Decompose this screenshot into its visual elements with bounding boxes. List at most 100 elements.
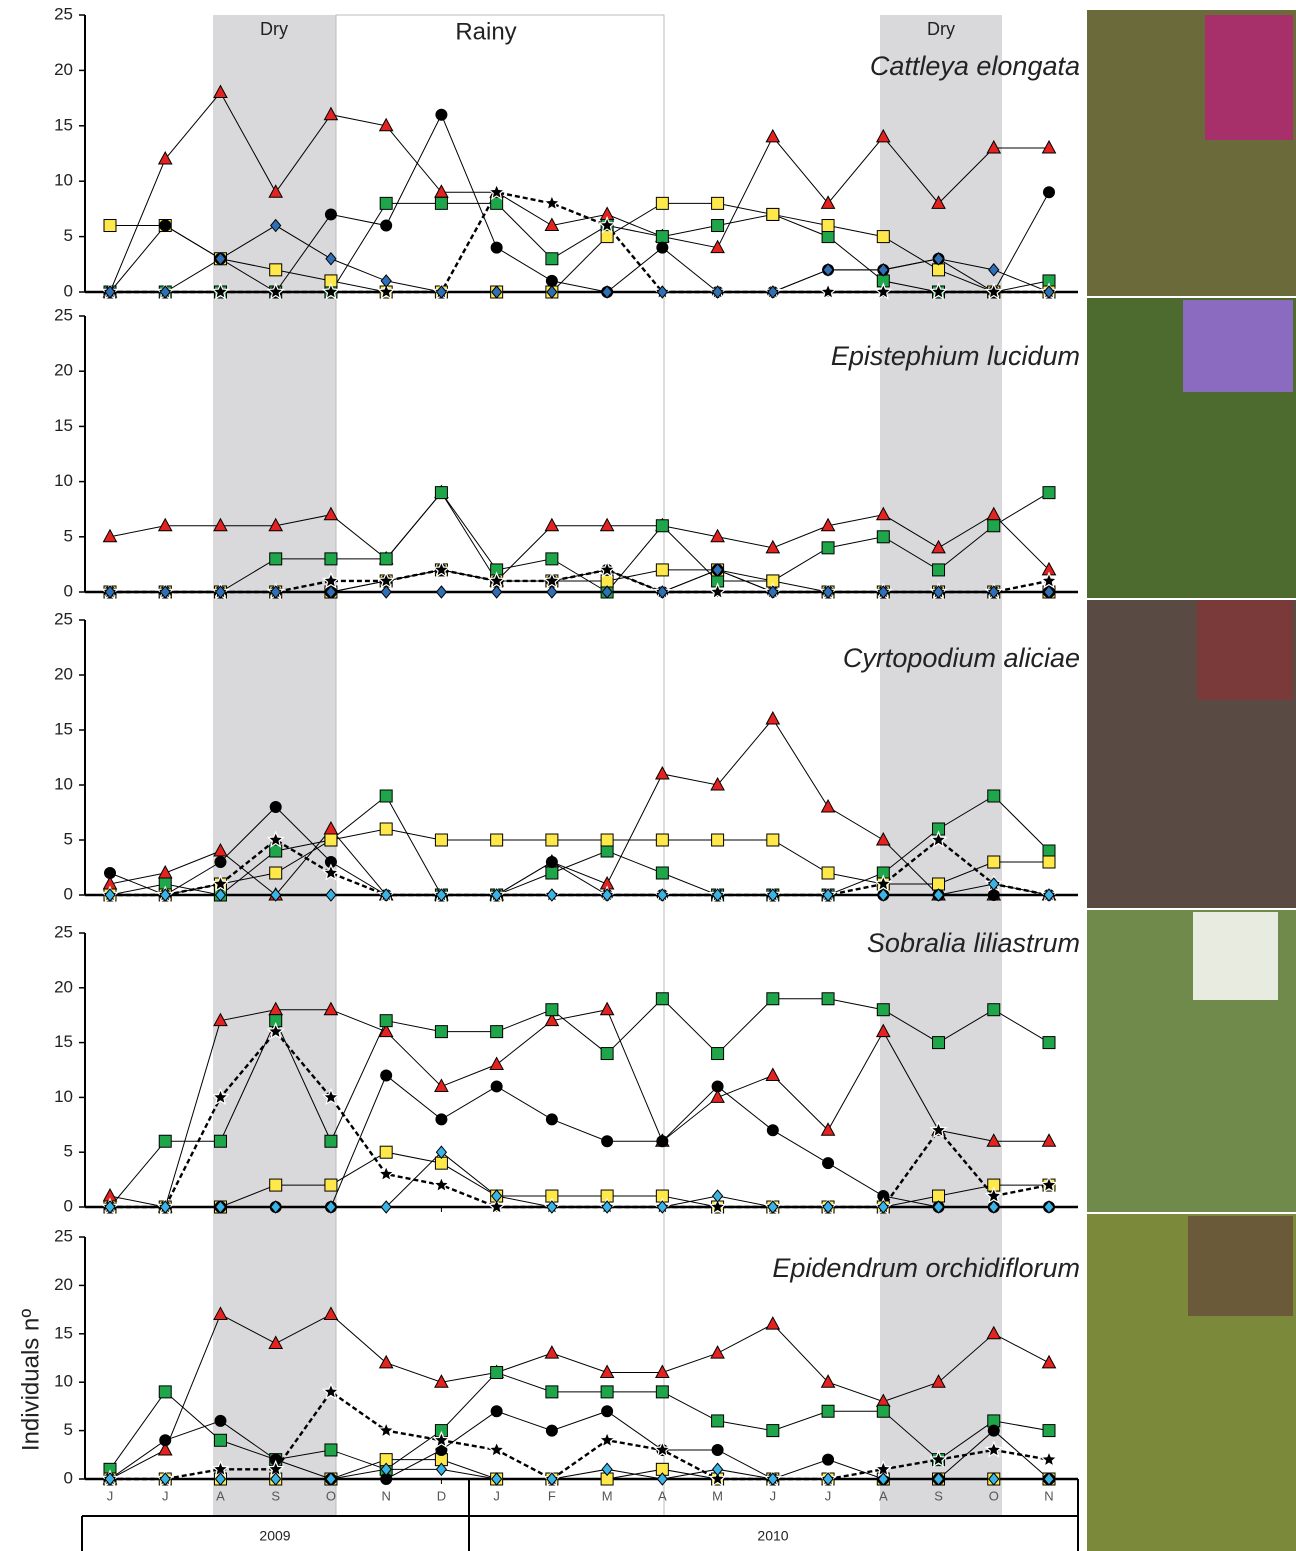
season-label: Rainy [455,18,516,45]
y-tick-label: 5 [64,1420,73,1439]
point [270,1179,282,1191]
point [325,553,337,565]
y-tick-label: 20 [54,1275,73,1294]
point [877,1004,889,1016]
y-tick-label: 15 [54,719,73,738]
point [491,834,503,846]
point [546,867,558,879]
year-label: 2009 [259,1528,290,1544]
point [492,586,502,598]
y-tick-label: 10 [54,1087,73,1106]
point [657,242,668,253]
chart: Dry Rainy Dry Individuals nº 2009 2010 0… [0,0,1296,1551]
y-tick-label: 0 [64,884,73,903]
point [491,1081,502,1092]
point [325,1179,337,1191]
point [270,802,281,813]
y-tick-label: 10 [54,471,73,490]
point [381,586,391,598]
point [712,1081,723,1092]
x-tick-label: O [326,1488,336,1503]
point [601,519,614,531]
point [711,1346,724,1358]
point [491,1406,502,1417]
point [546,553,558,565]
point [160,1435,171,1446]
y-tick-label: 5 [64,526,73,545]
point [380,1015,392,1027]
point [436,1146,446,1158]
point [657,1136,668,1147]
x-tick-label: A [658,1488,667,1503]
year-label: 2010 [757,1528,788,1544]
point [489,1442,504,1456]
point [822,993,834,1005]
photo [1197,600,1293,700]
point [877,531,889,543]
point [546,1114,557,1125]
point [988,1004,1000,1016]
point [435,834,447,846]
point [105,868,116,879]
point [325,1444,337,1456]
y-tick-label: 0 [64,1468,73,1487]
point [601,845,613,857]
point [104,220,116,232]
point [270,264,282,276]
point [436,109,447,120]
x-tick-label: J [162,1488,169,1503]
y-tick-label: 10 [54,774,73,793]
point [1043,856,1055,868]
point [491,1367,503,1379]
point [159,866,172,878]
y-tick-label: 25 [54,922,73,941]
point [325,834,337,846]
point [656,993,668,1005]
point [436,586,446,598]
point [767,1425,779,1437]
x-tick-label: O [989,1488,999,1503]
point [545,519,558,531]
x-tick-label: J [493,1488,500,1503]
point [1043,845,1055,857]
point [712,1048,724,1060]
point [1041,1452,1056,1467]
point [1043,1134,1056,1146]
point [712,1444,723,1455]
x-tick-label: J [770,1488,777,1503]
y-tick-label: 20 [54,664,73,683]
point [215,1415,226,1426]
y-tick-label: 15 [54,1032,73,1051]
y-tick-label: 25 [54,1226,73,1245]
point [381,220,392,231]
point [214,1135,226,1147]
photos [1087,10,1296,1551]
y-tick-label: 0 [64,1196,73,1215]
point [656,867,668,879]
point [547,586,557,598]
point [435,197,447,209]
point [822,867,834,879]
point [544,195,559,209]
point [601,1048,613,1060]
point [381,1070,392,1081]
x-tick-label: N [381,1488,390,1503]
y-tick-label: 20 [54,60,73,79]
point [325,209,336,220]
point [822,1405,834,1417]
point [546,1004,558,1016]
point [656,767,669,779]
point [215,857,226,868]
point [435,1026,447,1038]
point [1043,1425,1055,1437]
point [380,823,392,835]
point [766,712,779,724]
y-tick-label: 20 [54,361,73,380]
point [214,1434,226,1446]
point [988,856,1000,868]
dry-season-band [213,15,336,1516]
y-tick-label: 0 [64,581,73,600]
point [381,1201,391,1213]
point [546,253,558,265]
point [766,1317,779,1329]
